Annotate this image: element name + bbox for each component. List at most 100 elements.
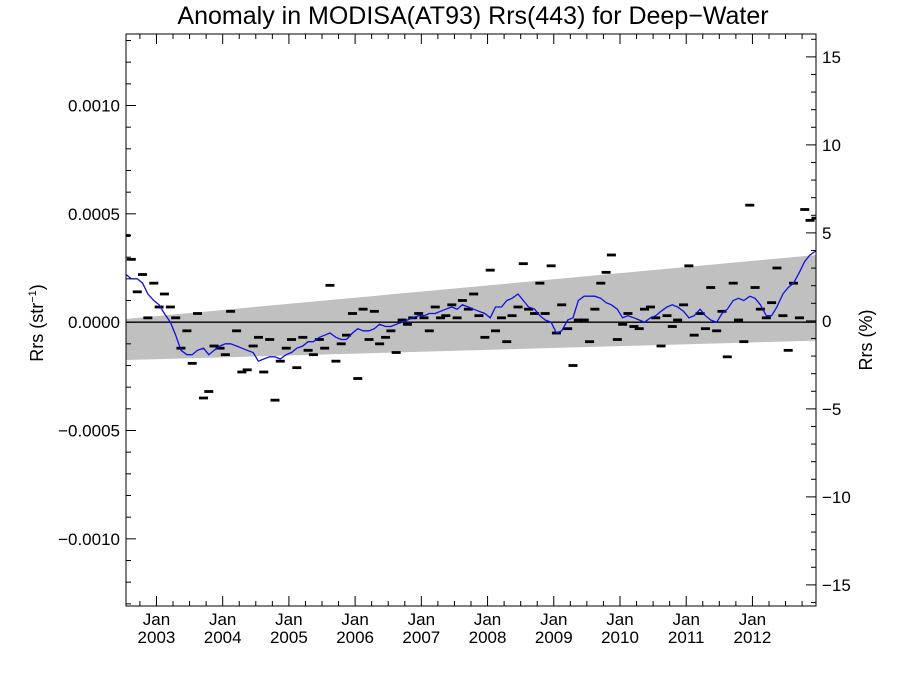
y-left-tick-label: 0.0005 bbox=[68, 205, 120, 224]
anomaly-point bbox=[745, 203, 755, 207]
anomaly-point bbox=[629, 325, 639, 328]
anomaly-point bbox=[253, 335, 263, 339]
anomaly-point bbox=[794, 316, 804, 320]
anomaly-point bbox=[485, 268, 495, 272]
anomaly-point bbox=[397, 318, 407, 322]
y-axis-label-left-close: ) bbox=[27, 284, 47, 290]
anomaly-point bbox=[662, 314, 672, 318]
anomaly-point bbox=[700, 327, 710, 331]
anomaly-point bbox=[325, 283, 335, 287]
anomaly-point bbox=[452, 316, 462, 320]
anomaly-point bbox=[457, 299, 467, 302]
anomaly-point bbox=[755, 307, 765, 311]
x-tick-label-month: Jan bbox=[739, 610, 766, 629]
plot-inner bbox=[126, 203, 816, 402]
anomaly-point bbox=[767, 301, 777, 305]
anomaly-point bbox=[761, 316, 771, 320]
anomaly-point bbox=[491, 329, 501, 333]
anomaly-point bbox=[722, 355, 732, 359]
anomaly-point bbox=[204, 390, 214, 393]
anomaly-point bbox=[419, 316, 429, 320]
anomaly-point bbox=[502, 340, 512, 344]
anomaly-point bbox=[596, 281, 606, 285]
anomaly-point bbox=[639, 307, 649, 311]
anomaly-point bbox=[193, 312, 203, 315]
anomaly-point bbox=[667, 325, 677, 328]
anomaly-point bbox=[612, 338, 622, 341]
anomaly-point bbox=[557, 303, 567, 307]
anomaly-point bbox=[149, 281, 159, 285]
x-tick-label-year: 2008 bbox=[469, 628, 507, 647]
x-tick-label-month: Jan bbox=[143, 610, 170, 629]
x-tick-label-year: 2004 bbox=[204, 628, 242, 647]
anomaly-point bbox=[209, 344, 219, 348]
anomaly-point bbox=[441, 314, 451, 318]
x-tick-label-month: Jan bbox=[408, 610, 435, 629]
anomaly-point bbox=[447, 303, 457, 307]
anomaly-point bbox=[739, 340, 749, 344]
x-tick-label-year: 2012 bbox=[734, 628, 772, 647]
anomaly-point bbox=[783, 348, 793, 352]
anomaly-point bbox=[138, 273, 148, 276]
anomaly-point bbox=[364, 338, 374, 341]
anomaly-point bbox=[778, 314, 788, 318]
y-axis-label-left-exponent: −1 bbox=[27, 290, 39, 303]
anomaly-point bbox=[712, 329, 722, 333]
anomaly-point bbox=[287, 338, 297, 341]
anomaly-point bbox=[275, 359, 285, 363]
anomaly-point bbox=[535, 281, 545, 285]
x-tick-label-year: 2010 bbox=[601, 628, 639, 647]
anomaly-point bbox=[618, 322, 628, 326]
anomaly-point bbox=[474, 314, 484, 318]
x-tick-label-year: 2011 bbox=[668, 628, 705, 647]
anomaly-point bbox=[198, 396, 208, 400]
y-left-tick-label: 0.0010 bbox=[68, 97, 120, 116]
anomaly-point bbox=[805, 218, 815, 222]
anomaly-point bbox=[126, 257, 136, 261]
anomaly-point bbox=[507, 314, 517, 318]
anomaly-point bbox=[308, 353, 318, 357]
y-right-tick-label: −5 bbox=[822, 400, 841, 419]
x-tick-label-month: Jan bbox=[275, 610, 302, 629]
anomaly-point bbox=[540, 312, 550, 315]
anomaly-point bbox=[265, 338, 275, 341]
axes: 0.0010 0.0005 0.0000 −0.0005 −0.0010 15 10 5 0 −5… bbox=[58, 33, 851, 647]
y-right-tick-label: 5 bbox=[822, 224, 831, 243]
anomaly-point bbox=[187, 361, 197, 365]
anomaly-point bbox=[734, 318, 744, 322]
y-right-tick-label: 10 bbox=[822, 136, 841, 155]
anomaly-point bbox=[237, 370, 247, 374]
anomaly-point bbox=[242, 368, 252, 372]
x-tick-label-year: 2006 bbox=[336, 628, 374, 647]
y-left-tick-label: −0.0005 bbox=[58, 422, 120, 441]
y-left-tick-label: 0.0000 bbox=[68, 313, 120, 332]
anomaly-point bbox=[176, 346, 186, 350]
anomaly-point bbox=[717, 309, 727, 313]
anomaly-point bbox=[436, 316, 446, 320]
anomaly-point bbox=[656, 344, 666, 348]
anomaly-point bbox=[369, 309, 379, 313]
anomaly-point bbox=[463, 307, 473, 311]
smoothed-series-line bbox=[126, 250, 816, 363]
anomaly-point bbox=[563, 327, 573, 331]
anomaly-point bbox=[132, 290, 142, 294]
anomaly-point bbox=[232, 329, 242, 333]
anomaly-point bbox=[606, 253, 616, 257]
anomaly-point bbox=[159, 292, 169, 296]
anomaly-point bbox=[585, 340, 595, 344]
chart-title: Anomaly in MODISA(AT93) Rrs(443) for Dee… bbox=[177, 2, 768, 30]
anomaly-point bbox=[220, 353, 230, 357]
x-tick-label-year: 2003 bbox=[138, 628, 176, 647]
anomaly-point bbox=[336, 342, 346, 346]
anomaly-point bbox=[634, 327, 644, 331]
anomaly-point bbox=[579, 318, 589, 322]
x-tick-label-month: Jan bbox=[606, 610, 633, 629]
anomaly-point bbox=[303, 348, 313, 352]
anomaly-point bbox=[182, 329, 192, 333]
anomaly-point bbox=[165, 305, 175, 309]
anomaly-point bbox=[381, 335, 391, 339]
anomaly-point bbox=[375, 342, 385, 346]
anomaly-point bbox=[430, 305, 440, 309]
anomaly-point bbox=[524, 307, 534, 311]
